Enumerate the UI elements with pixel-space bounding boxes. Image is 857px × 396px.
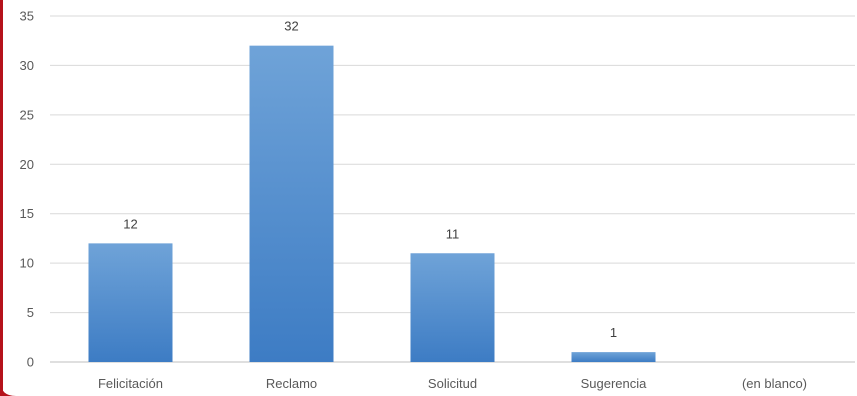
- y-tick-label: 35: [20, 9, 34, 24]
- left-border-accent: [0, 0, 3, 396]
- bar-reclamo: [249, 45, 334, 363]
- data-label: 1: [610, 325, 617, 340]
- x-category-label: (en blanco): [742, 376, 807, 391]
- gridlines: [50, 15, 855, 314]
- y-tick-label: 25: [20, 107, 34, 122]
- y-tick-label: 5: [27, 305, 34, 320]
- y-tick-label: 15: [20, 206, 34, 221]
- data-label: 32: [284, 19, 298, 34]
- bottom-left-corner-accent: [0, 380, 16, 396]
- bar-felicitaci-n: [88, 243, 173, 362]
- y-tick-label: 30: [20, 58, 34, 73]
- data-label: 12: [123, 216, 137, 231]
- bar-solicitud: [410, 253, 495, 362]
- x-category-label: Sugerencia: [581, 376, 648, 391]
- x-category-label: Solicitud: [428, 376, 477, 391]
- data-label: 11: [446, 226, 460, 241]
- y-tick-label: 10: [20, 256, 34, 271]
- x-category-label: Felicitación: [98, 376, 163, 391]
- y-tick-label: 20: [20, 157, 34, 172]
- bars: [88, 45, 656, 363]
- y-tick-label: 0: [27, 355, 34, 370]
- bar-sugerencia: [571, 352, 656, 362]
- y-axis-tick-labels: 0 5 10 15 20 25 30 35: [20, 9, 34, 370]
- x-category-label: Reclamo: [266, 376, 317, 391]
- x-axis-category-labels: Felicitación Reclamo Solicitud Sugerencia (e…: [98, 376, 807, 391]
